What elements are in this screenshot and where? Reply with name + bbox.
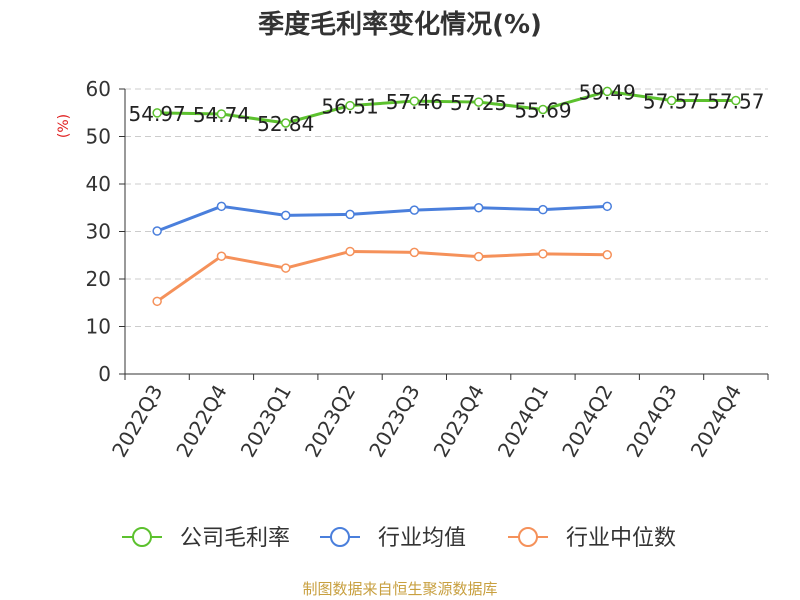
data-point (345, 246, 355, 257)
y-tick-label: 50 (86, 125, 111, 149)
y-tick-label: 10 (86, 315, 111, 339)
x-tick-label: 2023Q2 (300, 381, 360, 462)
y-tick-label: 30 (86, 220, 111, 244)
data-point (538, 104, 548, 115)
series-line-1 (156, 204, 608, 233)
data-label: 54.97 (129, 102, 186, 126)
x-tick-label: 2022Q3 (107, 381, 167, 462)
chart-title: 季度毛利率变化情况(%) (258, 10, 542, 40)
data-point (602, 201, 612, 212)
data-point (345, 100, 355, 111)
data-label: 57.46 (386, 90, 443, 114)
data-point (216, 109, 227, 119)
x-tick-label: 2024Q4 (686, 381, 746, 462)
data-point (152, 108, 162, 118)
data-point (473, 97, 484, 107)
x-tick-label: 2023Q3 (364, 381, 424, 462)
data-label: 57.57 (643, 90, 700, 114)
y-tick-label: 60 (86, 77, 111, 101)
series-line-0 (157, 89, 736, 125)
data-point (473, 203, 484, 213)
data-label: 56.51 (321, 95, 378, 119)
legend-marker (132, 527, 152, 547)
x-tick-label: 2022Q4 (171, 381, 231, 462)
data-point (152, 226, 162, 236)
source-note: 制图数据来自恒生聚源数据库 (302, 580, 498, 598)
data-point (281, 210, 291, 221)
x-tick-label: 2024Q2 (557, 381, 617, 462)
grid-lines (125, 88, 768, 327)
data-point (538, 204, 548, 215)
x-tick-label: 2024Q3 (621, 381, 681, 462)
data-labels: 54.97 54.74 52.84 56.51 57.46 57.25 55.69 59.49… (129, 80, 765, 136)
data-point (602, 250, 612, 260)
x-tick-label: 2023Q1 (236, 381, 296, 462)
x-tick-label: 2023Q4 (429, 381, 489, 462)
y-tick-label: 40 (86, 172, 111, 196)
axes: 0 10 20 30 40 50 60 (%) 2022Q3 2022Q4 2023Q1 2023Q2… (56, 77, 769, 462)
data-point (409, 247, 420, 258)
data-point (281, 118, 291, 128)
data-point (409, 96, 420, 106)
y-axis-label: (%) (56, 114, 72, 138)
data-point (345, 209, 355, 220)
legend-marker (330, 527, 350, 547)
data-point (409, 205, 420, 215)
data-label: 57.25 (450, 91, 507, 115)
data-point (281, 263, 291, 273)
series-line-2 (156, 249, 608, 303)
data-label: 57.57 (707, 90, 764, 114)
y-tick-label: 20 (86, 267, 111, 291)
data-point (731, 95, 741, 106)
legend: 公司毛利率 行业均值 行业中位数 (122, 526, 676, 551)
series-group (152, 86, 741, 307)
legend-marker (518, 527, 538, 547)
y-tick-label: 0 (98, 362, 111, 386)
data-point (538, 249, 548, 259)
data-label: 59.49 (579, 80, 636, 104)
data-point (152, 296, 162, 307)
legend-label: 公司毛利率 (180, 526, 290, 551)
x-tick-label: 2024Q1 (493, 381, 553, 462)
data-point (216, 251, 227, 261)
legend-label: 行业均值 (378, 526, 466, 551)
data-point (216, 201, 227, 212)
data-label: 52.84 (257, 112, 314, 136)
legend-label: 行业中位数 (566, 526, 676, 551)
data-label: 54.74 (193, 103, 250, 127)
data-point (666, 95, 677, 106)
data-point (602, 86, 612, 97)
data-label: 55.69 (514, 98, 571, 122)
data-point (473, 251, 484, 262)
